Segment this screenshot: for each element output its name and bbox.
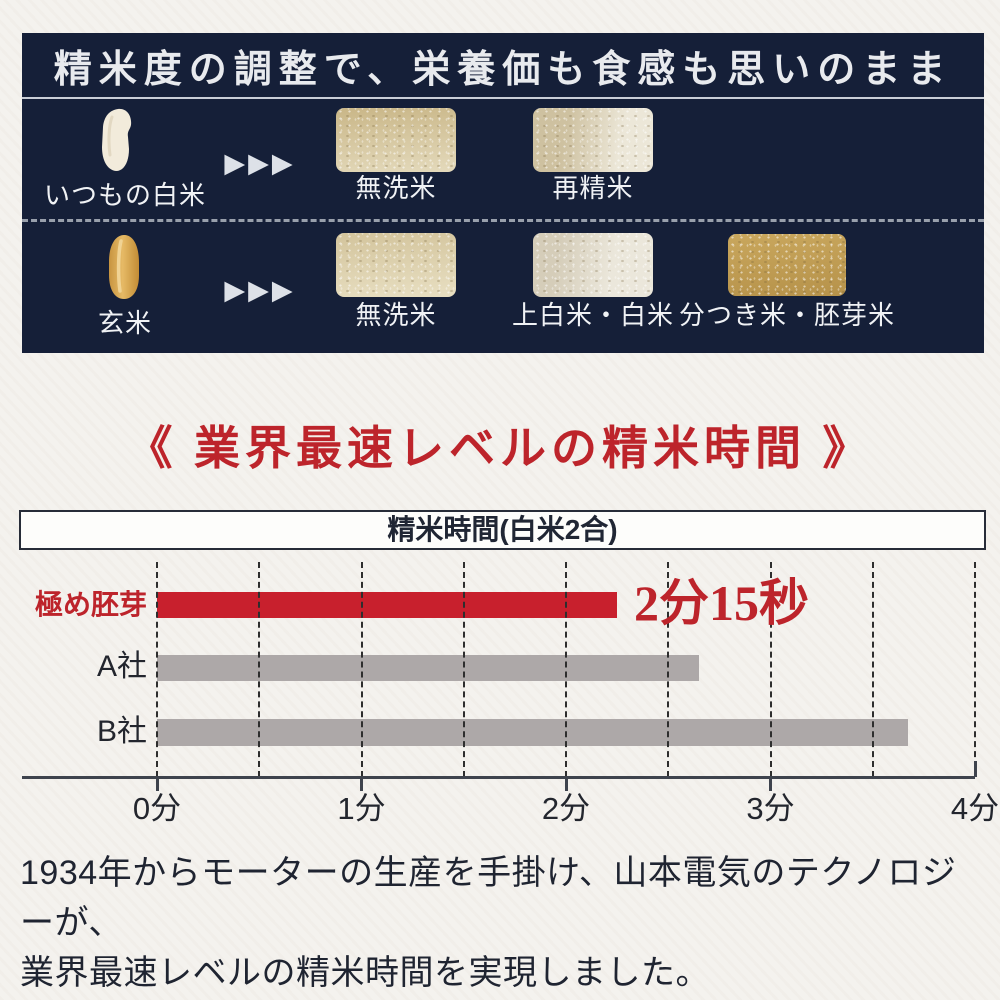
gridline xyxy=(871,562,874,777)
rice-result-figure: 無洗米 xyxy=(336,233,456,328)
hero-panel: 精米度の調整で、栄養価も食感も思いのまま いつもの白米 ▶▶▶ 無洗米 再精米 xyxy=(22,33,984,353)
source-label-brown-rice: 玄米 xyxy=(97,308,152,338)
footer-line-1: 1934年からモーターの生産を手掛け、山本電気のテクノロジーが、 xyxy=(20,854,957,942)
tick-label-2min: 2分 xyxy=(541,791,591,826)
white-rice-grain-icon xyxy=(102,108,132,171)
tick-label-4min: 4分 xyxy=(950,791,1000,826)
brown-rice-grain-icon xyxy=(109,235,139,299)
rice-result-figure: 上白米・白米 xyxy=(512,233,673,328)
gridline xyxy=(258,562,261,777)
tick-label-1min: 1分 xyxy=(337,791,386,826)
rice-result-figure: 再精米 xyxy=(533,108,653,201)
rice-photo-johakumai xyxy=(533,233,653,297)
category-label-company-b: B社 xyxy=(96,715,147,748)
chart-gridlines xyxy=(156,562,976,777)
x-axis-line xyxy=(22,776,975,779)
footer-paragraph: 1934年からモーターの生産を手掛け、山本電気のテクノロジーが、 業界最速レベル… xyxy=(20,848,980,998)
bar-kiwame-haiga xyxy=(157,592,618,618)
gridline xyxy=(974,562,976,777)
rice-caption: 無洗米 xyxy=(355,300,437,330)
rice-photo-buzukimai xyxy=(728,234,846,296)
axis-tick xyxy=(565,779,568,791)
row-divider-dashed xyxy=(22,219,984,222)
rice-result-figure: 分つき米・胚芽米 xyxy=(679,234,894,328)
rice-result-figure: 無洗米 xyxy=(336,108,456,201)
bar-company-b xyxy=(157,719,908,746)
hero-separator-line xyxy=(22,97,984,99)
gridline xyxy=(667,562,670,777)
axis-tick xyxy=(156,779,159,791)
gridline xyxy=(565,562,567,777)
axis-end-tick xyxy=(974,761,977,777)
rice-photo-musenmai xyxy=(336,233,456,297)
source-label-white-rice: いつもの白米 xyxy=(43,180,206,210)
rice-photo-saiseimai xyxy=(533,108,653,172)
rice-caption: 再精米 xyxy=(552,173,634,203)
highlight-value-label: 2分15秒 xyxy=(634,575,809,631)
tick-label-0min: 0分 xyxy=(132,791,182,826)
rice-photo-musenmai xyxy=(336,108,456,172)
milling-time-bar-chart: 極め胚芽 A社 B社 2分15秒 0分 1分 2分 3分 4分 xyxy=(0,548,1000,838)
hero-title: 精米度の調整で、栄養価も食感も思いのまま xyxy=(53,49,953,91)
tick-label-3min: 3分 xyxy=(746,791,795,826)
gridline xyxy=(360,562,363,777)
gridline xyxy=(769,562,772,777)
axis-tick xyxy=(769,779,772,791)
rice-caption: 無洗米 xyxy=(355,173,437,203)
bar-company-a xyxy=(157,655,699,681)
footer-line-2: 業界最速レベルの精米時間を実現しました。 xyxy=(20,954,710,992)
section-heading: 《 業界最速レベルの精米時間 》 xyxy=(126,423,874,474)
category-label-company-a: A社 xyxy=(96,650,147,683)
triple-arrow-icon: ▶▶▶ xyxy=(224,275,296,305)
triple-arrow-icon: ▶▶▶ xyxy=(224,148,296,178)
gridline xyxy=(156,562,158,777)
rice-caption: 分つき米・胚芽米 xyxy=(678,300,896,330)
x-axis-tick-labels: 0分 1分 2分 3分 4分 xyxy=(133,791,999,827)
category-label-kiwame-haiga: 極め胚芽 xyxy=(34,589,147,620)
axis-tick xyxy=(360,779,363,791)
chart-title: 精米時間(白米2合) xyxy=(19,510,986,550)
rice-caption: 上白米・白米 xyxy=(511,300,675,330)
gridline xyxy=(462,562,465,777)
